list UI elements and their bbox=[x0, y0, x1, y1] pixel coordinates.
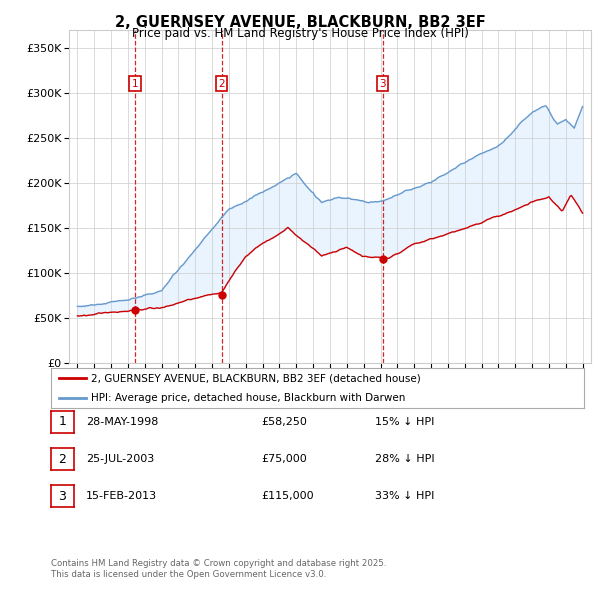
Text: 25-JUL-2003: 25-JUL-2003 bbox=[86, 454, 154, 464]
Text: 3: 3 bbox=[58, 490, 67, 503]
Text: 15-FEB-2013: 15-FEB-2013 bbox=[86, 491, 157, 501]
Text: HPI: Average price, detached house, Blackburn with Darwen: HPI: Average price, detached house, Blac… bbox=[91, 394, 406, 403]
Text: Price paid vs. HM Land Registry's House Price Index (HPI): Price paid vs. HM Land Registry's House … bbox=[131, 27, 469, 40]
Text: 1: 1 bbox=[58, 415, 67, 428]
Text: 28-MAY-1998: 28-MAY-1998 bbox=[86, 417, 158, 427]
Text: 2, GUERNSEY AVENUE, BLACKBURN, BB2 3EF: 2, GUERNSEY AVENUE, BLACKBURN, BB2 3EF bbox=[115, 15, 485, 30]
Text: £58,250: £58,250 bbox=[261, 417, 307, 427]
Text: £115,000: £115,000 bbox=[261, 491, 314, 501]
Text: 33% ↓ HPI: 33% ↓ HPI bbox=[375, 491, 434, 501]
Text: 15% ↓ HPI: 15% ↓ HPI bbox=[375, 417, 434, 427]
Text: Contains HM Land Registry data © Crown copyright and database right 2025.
This d: Contains HM Land Registry data © Crown c… bbox=[51, 559, 386, 579]
Text: 2: 2 bbox=[58, 453, 67, 466]
Text: 2, GUERNSEY AVENUE, BLACKBURN, BB2 3EF (detached house): 2, GUERNSEY AVENUE, BLACKBURN, BB2 3EF (… bbox=[91, 373, 421, 383]
Text: 28% ↓ HPI: 28% ↓ HPI bbox=[375, 454, 434, 464]
Text: 1: 1 bbox=[131, 78, 138, 88]
Text: 3: 3 bbox=[379, 78, 386, 88]
Text: £75,000: £75,000 bbox=[261, 454, 307, 464]
Text: 2: 2 bbox=[218, 78, 225, 88]
